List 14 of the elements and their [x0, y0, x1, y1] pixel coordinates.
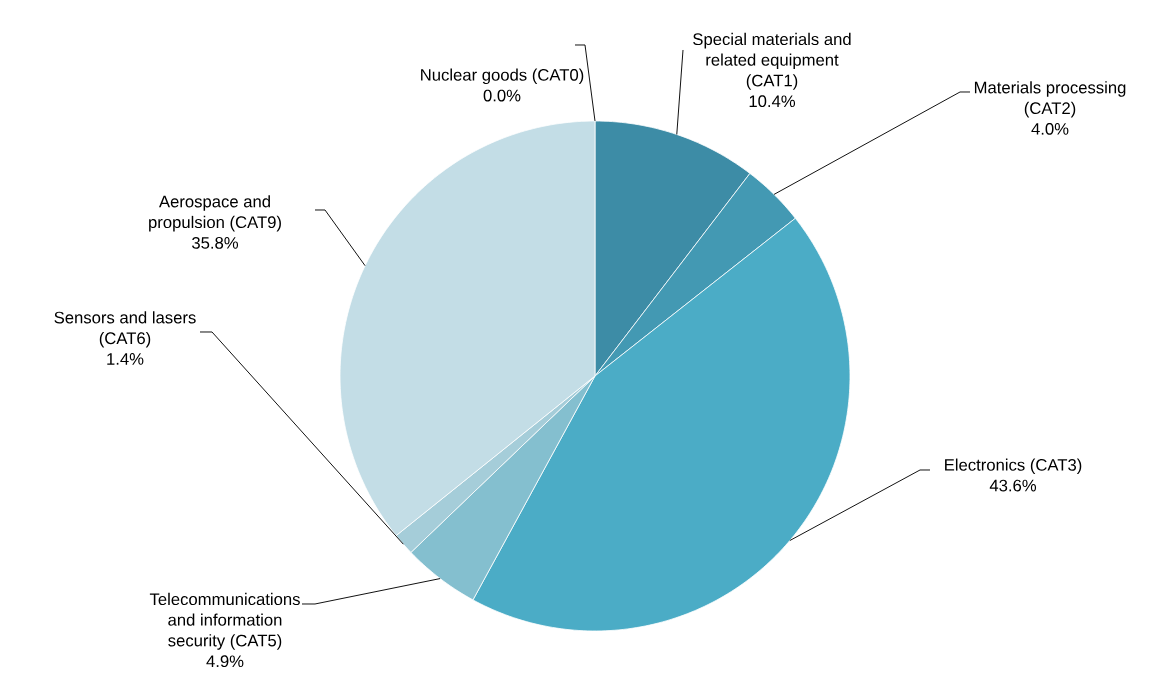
- text: 0.0%: [483, 89, 521, 102]
- slice-label: Aerospace and propulsion (CAT9): [149, 195, 281, 232]
- data-label: 10.4%: [749, 95, 796, 108]
- data-label: 43.6%: [989, 479, 1037, 492]
- data-label: 4.0%: [1031, 122, 1069, 135]
- slice-label: Telecommunications and information security (CAT5): [149, 592, 300, 650]
- slice-label: Sensors and lasers (CAT6): [54, 311, 196, 348]
- slice-label: Materials processing (CAT2): [974, 81, 1126, 118]
- data-label: 4.9%: [206, 655, 244, 668]
- slice-label: Special materials and related equipment (CAT1): [693, 32, 851, 90]
- data-label: 1.4%: [107, 353, 144, 365]
- slice-label: Electronics (CAT3): [945, 458, 1082, 475]
- data-label: 35.8%: [192, 236, 239, 249]
- category-label: Nuclear goods (CAT0): [421, 68, 584, 85]
